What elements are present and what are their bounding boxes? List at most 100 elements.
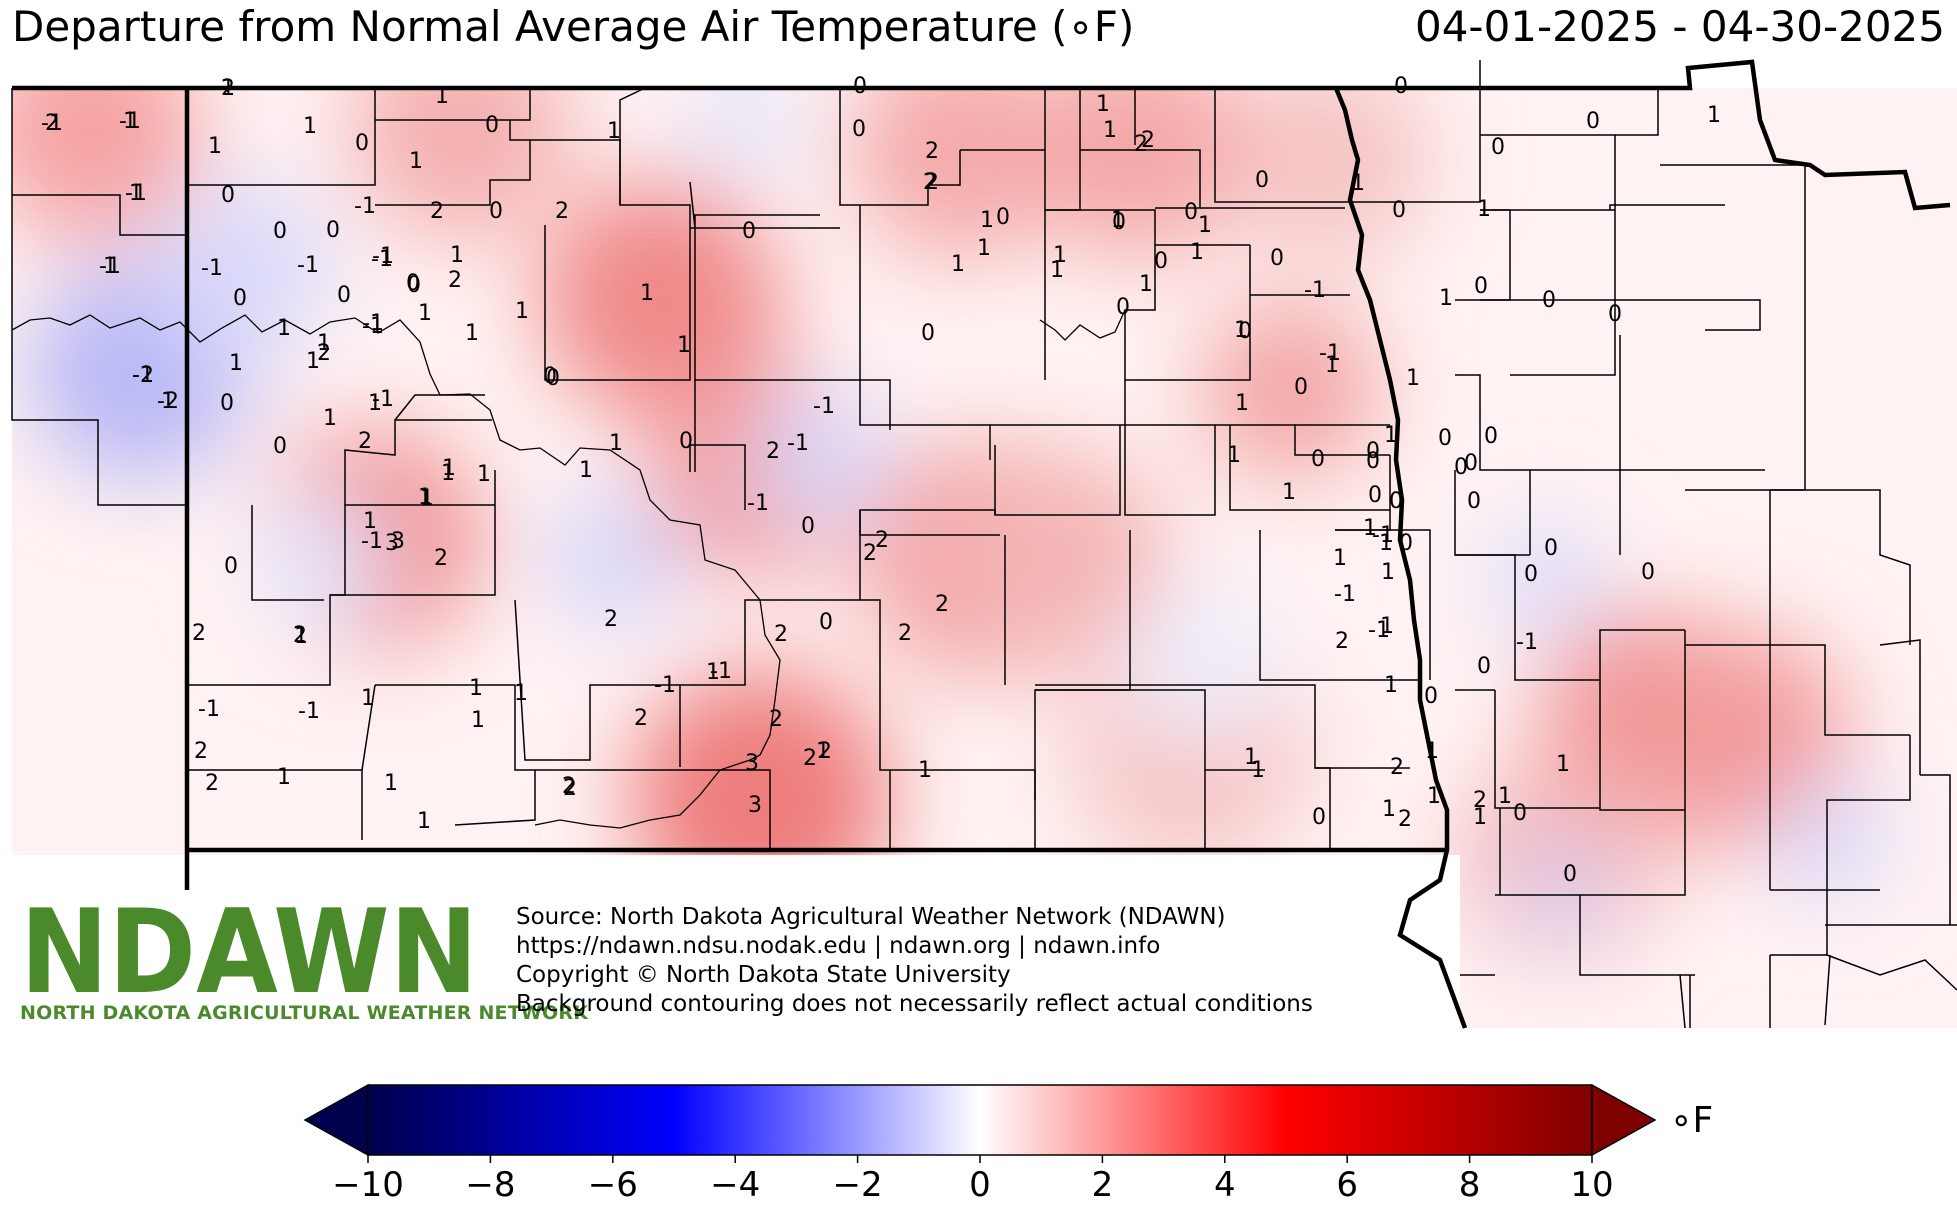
- station-value-label: 2: [863, 541, 877, 566]
- station-value-label: 1: [1439, 286, 1453, 311]
- station-value-label: 0: [1294, 375, 1308, 400]
- station-value-label: 1: [103, 254, 117, 279]
- colorbar-low-extension: [303, 1083, 369, 1157]
- station-value-label: -1: [362, 314, 384, 339]
- station-value-label: 1: [1473, 805, 1487, 830]
- station-value-label: 0: [406, 271, 420, 296]
- station-value-label: 1: [1050, 258, 1064, 283]
- station-value-label: 0: [1424, 684, 1438, 709]
- county-border: [1335, 529, 1431, 680]
- station-value-label: 1: [1351, 171, 1365, 196]
- station-value-label: 1: [323, 406, 337, 431]
- station-value-label: 1: [1139, 272, 1153, 297]
- ndawn-logo: NDAWN: [20, 900, 478, 1000]
- station-value-label: 0: [1542, 288, 1556, 313]
- station-value-label: 0: [337, 283, 351, 308]
- station-value-label: 0: [355, 131, 369, 156]
- county-border: [375, 120, 531, 206]
- county-border: [1770, 644, 1910, 736]
- station-value-label: 1: [303, 114, 317, 139]
- county-border: [1215, 424, 1390, 456]
- county-border: [879, 690, 1035, 771]
- date-range: 04-01-2025 - 04-30-2025: [1414, 2, 1945, 51]
- station-value-label: 0: [1366, 449, 1380, 474]
- station-value-label: 1: [1198, 213, 1212, 238]
- source-note: Source: North Dakota Agricultural Weathe…: [516, 903, 1313, 1019]
- county-border: [186, 685, 363, 840]
- county-border: [12, 194, 187, 236]
- station-value-label: 0: [921, 321, 935, 346]
- station-value-label: 2: [205, 771, 219, 796]
- station-value-label: 0: [326, 218, 340, 243]
- station-value-label: 1: [450, 243, 464, 268]
- disclaimer-line: Background contouring does not necessari…: [516, 991, 1313, 1017]
- station-value-label: -1: [119, 109, 141, 134]
- county-border: [1455, 374, 1531, 555]
- station-value-label: 1: [1282, 480, 1296, 505]
- station-value-label: 0: [224, 554, 238, 579]
- station-value-label: 1: [980, 208, 994, 233]
- station-value-label: 1: [417, 809, 431, 834]
- station-value-label: 2: [434, 546, 448, 571]
- station-value-label: 1: [469, 676, 483, 701]
- station-value-label: 1: [161, 389, 175, 414]
- station-value-label: -1: [362, 311, 384, 336]
- station-value-label: 1: [306, 349, 320, 374]
- station-value-label: 1: [441, 461, 455, 486]
- station-value-label: 1: [317, 331, 331, 356]
- station-value-label: 0: [1586, 109, 1600, 134]
- county-border: [330, 504, 495, 596]
- county-border: [361, 684, 376, 771]
- station-value-label: -1: [297, 253, 319, 278]
- station-value-label: 1: [1406, 366, 1420, 391]
- station-value-label: 1: [515, 299, 529, 324]
- station-value-label: -1: [1372, 523, 1394, 548]
- station-value-label: -1: [361, 529, 383, 554]
- station-value-label: 1: [1234, 318, 1248, 343]
- station-value-label: 1: [465, 321, 479, 346]
- station-value-label: 1: [1111, 208, 1125, 233]
- station-value-label: 1: [1244, 745, 1258, 770]
- colorbar-tick-label: −6: [588, 1165, 638, 1205]
- station-value-label: 1: [579, 458, 593, 483]
- station-value-label: 1: [1382, 797, 1396, 822]
- station-value-label: 0: [852, 117, 866, 142]
- station-value-label: -1: [1334, 582, 1356, 607]
- county-border: [689, 181, 820, 229]
- station-value-label: 0: [819, 610, 833, 635]
- station-value-label: -1: [1368, 618, 1390, 643]
- county-border: [1920, 774, 1951, 925]
- station-value-label: 2: [358, 429, 372, 454]
- station-value-label: 0: [1389, 489, 1403, 514]
- colorbar-gradient: [367, 1084, 1593, 1156]
- county-border: [859, 205, 891, 430]
- station-value-label: 0: [489, 199, 503, 224]
- county-border: [251, 505, 324, 601]
- state-border: [12, 59, 1951, 211]
- station-value-label: 2: [604, 607, 618, 632]
- station-value-label: -1: [372, 387, 394, 412]
- county-border: [1214, 88, 1481, 203]
- station-value-label: 1: [1325, 353, 1339, 378]
- station-value-label: 1: [918, 758, 932, 783]
- county-border: [1879, 639, 1921, 775]
- station-value-label: 2: [317, 341, 331, 366]
- station-value-label: 1: [208, 134, 222, 159]
- station-value-label: -1: [41, 111, 63, 136]
- station-value-label: 2: [293, 623, 307, 648]
- county-border: [1615, 88, 1659, 136]
- county-border: [1826, 954, 1957, 991]
- station-value-label: 2: [935, 592, 949, 617]
- station-value-label: 0: [801, 514, 815, 539]
- station-value-label: 0: [679, 429, 693, 454]
- station-value-label: 2: [562, 774, 576, 799]
- station-value-label: 1: [1379, 531, 1393, 556]
- source-urls: https://ndawn.ndsu.nodak.edu | ndawn.org…: [516, 933, 1161, 959]
- station-value-label: 1: [368, 391, 382, 416]
- station-value-label: 1: [442, 456, 456, 481]
- station-value-label: 2: [1398, 807, 1412, 832]
- station-value-label: 2: [1473, 788, 1487, 813]
- station-value-label: 1: [1384, 673, 1398, 698]
